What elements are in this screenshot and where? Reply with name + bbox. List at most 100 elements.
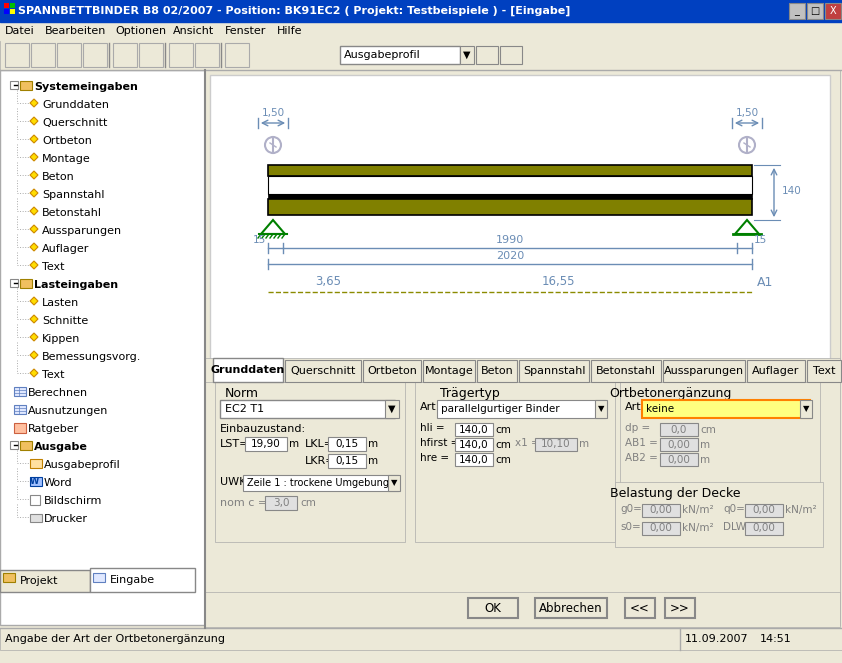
Bar xyxy=(20,279,32,288)
Bar xyxy=(20,441,32,450)
Bar xyxy=(328,437,366,451)
Bar xyxy=(800,400,812,418)
Text: 10,10: 10,10 xyxy=(541,439,571,449)
Text: Hilfe: Hilfe xyxy=(277,26,302,36)
Text: 0,15: 0,15 xyxy=(335,439,359,449)
Text: 16,55: 16,55 xyxy=(541,276,575,288)
Text: <<: << xyxy=(630,601,650,615)
Bar xyxy=(268,199,752,215)
Polygon shape xyxy=(30,243,38,251)
Bar xyxy=(243,475,398,491)
Bar xyxy=(363,360,421,382)
Text: 0,00: 0,00 xyxy=(649,523,673,533)
Text: Ausnutzungen: Ausnutzungen xyxy=(28,406,109,416)
Bar xyxy=(745,522,783,535)
Bar xyxy=(3,573,15,582)
Bar xyxy=(625,598,655,618)
Text: Lasteingaben: Lasteingaben xyxy=(34,280,118,290)
Text: m: m xyxy=(368,439,378,449)
Bar xyxy=(83,43,107,67)
Text: Bearbeiten: Bearbeiten xyxy=(45,26,106,36)
Bar xyxy=(31,43,55,67)
Text: ▼: ▼ xyxy=(463,50,471,60)
Bar xyxy=(468,598,518,618)
Bar xyxy=(328,454,366,468)
Bar xyxy=(642,522,680,535)
Text: 1990: 1990 xyxy=(496,235,524,245)
Text: ▼: ▼ xyxy=(802,404,809,414)
Text: Fenster: Fenster xyxy=(225,26,266,36)
Text: EC2 T1: EC2 T1 xyxy=(225,404,264,414)
Text: Text: Text xyxy=(42,370,65,380)
Bar xyxy=(0,628,842,650)
Text: Grunddaten: Grunddaten xyxy=(42,100,109,110)
Text: m: m xyxy=(368,456,378,466)
Bar xyxy=(245,437,287,451)
Bar xyxy=(519,360,589,382)
Bar xyxy=(591,360,661,382)
Text: OK: OK xyxy=(484,601,502,615)
Polygon shape xyxy=(30,261,38,269)
Text: 0,15: 0,15 xyxy=(335,456,359,466)
Bar xyxy=(113,43,137,67)
Text: Ortbetonergänzung: Ortbetonergänzung xyxy=(609,387,731,400)
Text: cm: cm xyxy=(495,455,511,465)
Text: 0,00: 0,00 xyxy=(668,455,690,465)
Text: Grunddaten: Grunddaten xyxy=(210,365,285,375)
Text: Beton: Beton xyxy=(42,172,75,182)
Polygon shape xyxy=(30,333,38,341)
Bar xyxy=(30,514,42,522)
Text: Lasten: Lasten xyxy=(42,298,79,308)
Bar xyxy=(423,360,475,382)
Text: 3,65: 3,65 xyxy=(315,276,341,288)
Bar xyxy=(220,400,395,418)
Text: hli =: hli = xyxy=(420,423,445,433)
Bar xyxy=(747,360,805,382)
Bar xyxy=(0,70,205,625)
Text: A1: A1 xyxy=(757,276,773,288)
Text: ▼: ▼ xyxy=(391,479,397,487)
Text: Trägertyp: Trägertyp xyxy=(440,387,500,400)
Text: 140,0: 140,0 xyxy=(459,440,489,450)
Text: cm: cm xyxy=(495,425,511,435)
Text: LKR=: LKR= xyxy=(305,456,336,466)
Text: X: X xyxy=(829,6,836,16)
Bar xyxy=(385,400,399,418)
Bar xyxy=(169,43,193,67)
Bar xyxy=(4,9,9,14)
Bar xyxy=(93,573,105,582)
Text: Betonstahl: Betonstahl xyxy=(42,208,102,218)
Text: 1,50: 1,50 xyxy=(261,108,285,118)
Bar xyxy=(30,477,42,486)
Text: Belastung der Decke: Belastung der Decke xyxy=(610,487,740,500)
Bar xyxy=(10,3,15,8)
Bar xyxy=(535,438,577,451)
Text: 0,00: 0,00 xyxy=(649,505,673,515)
Text: cm: cm xyxy=(700,425,716,435)
Text: Zeile 1 : trockene Umgebung: Zeile 1 : trockene Umgebung xyxy=(247,478,389,488)
Polygon shape xyxy=(30,351,38,359)
Text: Berechnen: Berechnen xyxy=(28,388,88,398)
Bar xyxy=(268,176,752,194)
Bar xyxy=(10,441,18,449)
Bar xyxy=(642,504,680,517)
Text: hre =: hre = xyxy=(420,453,449,463)
Bar xyxy=(268,165,752,176)
Polygon shape xyxy=(30,297,38,305)
Text: q0=: q0= xyxy=(723,504,745,514)
Bar xyxy=(660,438,698,451)
Text: cm: cm xyxy=(300,498,316,508)
Text: ▼: ▼ xyxy=(388,404,396,414)
Bar xyxy=(4,3,9,8)
Text: Spannstahl: Spannstahl xyxy=(523,366,585,376)
Text: s0=: s0= xyxy=(620,522,641,532)
Bar xyxy=(0,22,842,40)
Text: Schnitte: Schnitte xyxy=(42,316,88,326)
Bar xyxy=(215,382,405,542)
Bar xyxy=(90,568,195,592)
Text: Bemessungsvorg.: Bemessungsvorg. xyxy=(42,352,141,362)
Text: x1 =: x1 = xyxy=(515,438,540,448)
Text: Querschnitt: Querschnitt xyxy=(290,366,355,376)
Text: Ausgabeprofil: Ausgabeprofil xyxy=(44,460,120,470)
Bar xyxy=(30,495,40,505)
